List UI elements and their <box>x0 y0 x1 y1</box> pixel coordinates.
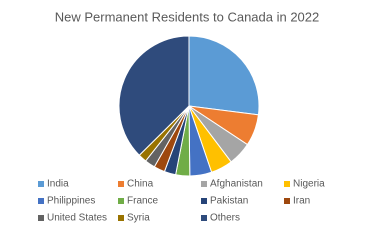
legend-label: India <box>47 179 69 190</box>
legend-swatch <box>38 181 44 187</box>
legend-swatch <box>118 181 124 187</box>
legend-label: United States <box>47 213 107 224</box>
legend-label: Pakistan <box>210 196 248 207</box>
legend-swatch <box>284 198 290 204</box>
legend-swatch <box>38 198 44 204</box>
pie-slice <box>118 35 190 156</box>
legend-swatch <box>38 215 44 221</box>
chart: New Permanent Residents to Canada in 202… <box>38 9 325 224</box>
page: {"chart_data": {"type": "pie", "title": … <box>38 9 326 224</box>
legend-label: Syria <box>127 213 150 224</box>
legend-swatch <box>201 215 207 221</box>
chart-title: New Permanent Residents to Canada in 202… <box>55 9 320 24</box>
legend-label: Others <box>210 213 240 224</box>
legend-label: Nigeria <box>293 179 325 190</box>
legend-label: Philippines <box>47 196 95 207</box>
legend-swatch <box>284 181 290 187</box>
legend-swatch <box>118 215 124 221</box>
legend-swatch <box>201 181 207 187</box>
legend-label: France <box>127 196 159 207</box>
legend-swatch <box>201 198 207 204</box>
legend-label: Iran <box>293 196 310 207</box>
pie-slice <box>188 35 260 116</box>
legend-label: Afghanistan <box>210 179 263 190</box>
legend-swatch <box>118 198 124 204</box>
legend-label: China <box>127 179 154 190</box>
